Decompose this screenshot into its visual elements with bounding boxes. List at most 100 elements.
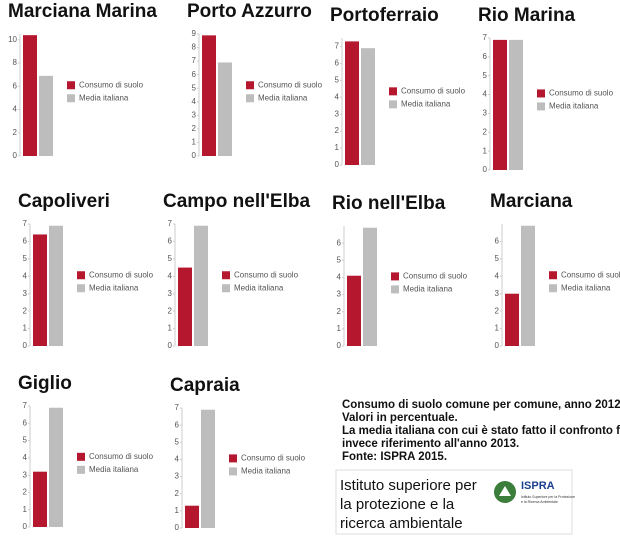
legend-swatch — [246, 81, 254, 90]
y-tick-label: 4 — [337, 273, 342, 282]
caption-line: invece riferimento all'anno 2013. — [342, 438, 519, 450]
legend-swatch — [537, 89, 545, 98]
legend-label: Consumo di suolo — [549, 89, 614, 98]
legend-label: Media italiana — [234, 283, 284, 292]
small-chart: Capraia 0 1 2 3 4 5 6 7 Consumo di suolo Media ita… — [170, 375, 306, 532]
y-tick-label: 5 — [23, 436, 28, 445]
legend-label: Consumo di suolo — [79, 80, 144, 89]
y-tick-label: 0 — [483, 165, 488, 174]
y-tick-label: 4 — [335, 92, 340, 101]
y-tick-label: 0 — [335, 160, 340, 169]
bar — [347, 275, 361, 346]
y-tick-label: 4 — [13, 105, 18, 114]
y-tick-label: 4 — [23, 453, 28, 462]
y-tick-label: 6 — [23, 418, 28, 427]
logo-brand-sub: e la Ricerca Ambientale — [521, 500, 558, 504]
y-tick-label: 5 — [335, 75, 340, 84]
y-tick-label: 3 — [192, 110, 197, 119]
legend-swatch — [77, 452, 85, 461]
y-tick-label: 4 — [23, 271, 28, 280]
y-tick-label: 2 — [13, 128, 18, 137]
small-chart: Marciana 0 1 2 3 4 5 6 Consumo di suolo Media ita… — [490, 191, 620, 350]
y-tick-label: 1 — [495, 324, 500, 333]
y-tick-label: 7 — [23, 401, 28, 410]
y-tick-label: 6 — [13, 81, 18, 90]
y-tick-label: 4 — [168, 271, 173, 280]
legend-label: Consumo di suolo — [561, 270, 620, 279]
y-tick-label: 0 — [337, 341, 342, 350]
y-tick-label: 6 — [175, 420, 180, 429]
bar — [493, 39, 507, 171]
y-tick-label: 2 — [23, 488, 28, 497]
bar — [521, 225, 535, 346]
bar — [39, 75, 53, 156]
legend-swatch — [229, 467, 237, 476]
y-tick-label: 5 — [192, 83, 197, 92]
logo-text: la protezione e la — [340, 496, 455, 513]
y-tick-label: 1 — [168, 324, 173, 333]
bar — [361, 48, 375, 165]
caption-line: Fonte: ISPRA 2015. — [342, 451, 447, 463]
y-tick-label: 1 — [23, 324, 28, 333]
y-tick-label: 10 — [8, 35, 17, 44]
y-tick-label: 7 — [175, 403, 180, 412]
y-tick-label: 5 — [337, 255, 342, 264]
small-chart: Marciana Marina 0 2 4 6 8 10 Consumo di suolo Me… — [8, 1, 157, 160]
y-tick-label: 3 — [168, 289, 173, 298]
bar — [509, 39, 523, 171]
legend-label: Media italiana — [561, 283, 611, 292]
logo-brand-sub: Istituto Superiore per la Protezione — [521, 495, 575, 499]
y-tick-label: 4 — [495, 271, 500, 280]
legend-label: Media italiana — [89, 283, 139, 292]
logo-text: ricerca ambientale — [340, 515, 463, 532]
bar — [49, 407, 63, 527]
y-tick-label: 5 — [495, 254, 500, 263]
y-tick-label: 7 — [168, 219, 173, 228]
legend-swatch — [67, 94, 75, 103]
legend-swatch — [67, 81, 75, 90]
y-tick-label: 7 — [483, 33, 488, 42]
small-chart: Capoliveri 0 1 2 3 4 5 6 7 Consumo di suolo Media … — [18, 191, 154, 350]
y-tick-label: 2 — [192, 124, 197, 133]
y-tick-label: 7 — [335, 42, 340, 51]
legend-label: Consumo di suolo — [89, 270, 154, 279]
chart-title: Rio nell'Elba — [332, 193, 446, 214]
bar — [49, 225, 63, 346]
y-tick-label: 8 — [13, 58, 18, 67]
bar — [345, 41, 359, 165]
bar — [194, 225, 208, 346]
y-tick-label: 0 — [168, 341, 173, 350]
chart-title: Portoferraio — [330, 5, 439, 26]
y-tick-label: 1 — [192, 138, 197, 147]
legend-swatch — [391, 285, 399, 294]
legend-label: Consumo di suolo — [234, 270, 299, 279]
legend-swatch — [222, 271, 230, 280]
legend-label: Media italiana — [401, 99, 451, 108]
caption-line: Consumo di suolo comune per comune, anno… — [342, 399, 620, 411]
y-tick-label: 2 — [337, 307, 342, 316]
y-tick-label: 4 — [175, 455, 180, 464]
legend-label: Media italiana — [549, 102, 599, 111]
legend-swatch — [391, 272, 399, 281]
y-tick-label: 3 — [337, 290, 342, 299]
y-tick-label: 0 — [23, 522, 28, 531]
emblem-star — [499, 486, 511, 496]
y-tick-label: 3 — [335, 109, 340, 118]
bar — [218, 62, 232, 156]
y-tick-label: 4 — [192, 97, 197, 106]
legend-swatch — [537, 102, 545, 111]
y-tick-label: 5 — [483, 71, 488, 80]
bar — [185, 505, 199, 528]
y-tick-label: 0 — [495, 341, 500, 350]
chart-title: Marciana — [490, 191, 573, 212]
bar — [23, 35, 37, 156]
y-tick-label: 0 — [192, 151, 197, 160]
y-tick-label: 3 — [483, 109, 488, 118]
legend-label: Media italiana — [89, 465, 139, 474]
y-tick-label: 6 — [192, 70, 197, 79]
y-tick-label: 8 — [192, 43, 197, 52]
small-chart: Rio nell'Elba 0 1 2 3 4 5 6 Consumo di suolo Medi… — [332, 193, 468, 350]
y-tick-label: 0 — [23, 341, 28, 350]
